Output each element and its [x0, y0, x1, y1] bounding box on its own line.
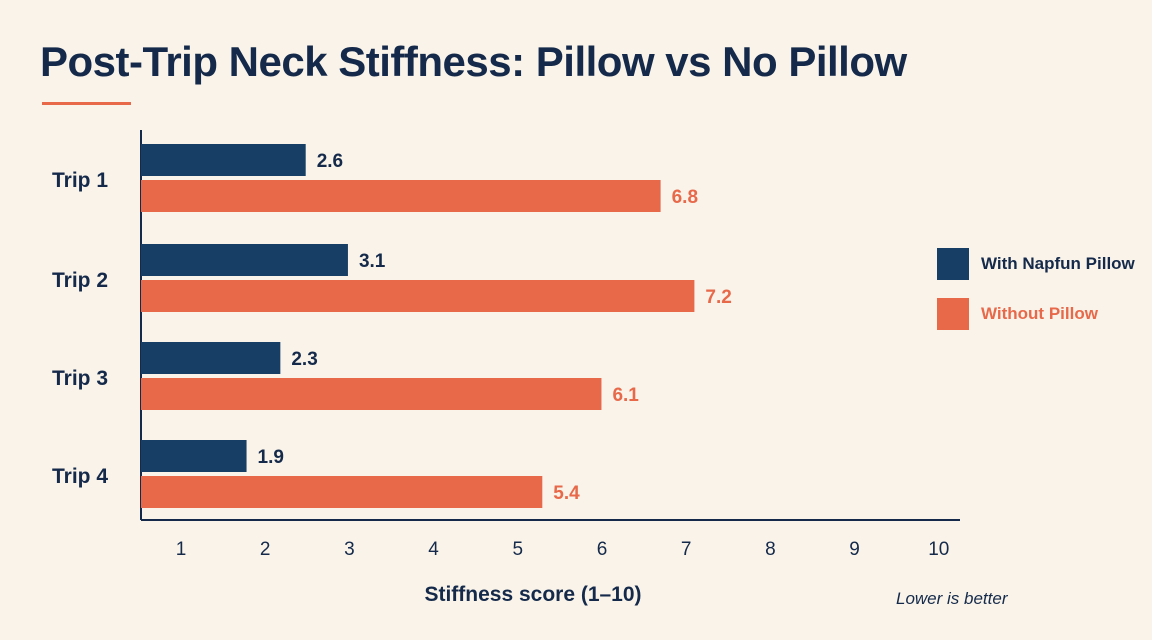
value-label: 6.1 [612, 385, 639, 406]
bar-with-pillow [141, 342, 281, 374]
x-tick-label: 7 [681, 539, 692, 560]
bar-with-pillow [141, 144, 306, 176]
category-label: Trip 4 [52, 465, 108, 488]
legend-label-without: Without Pillow [981, 304, 1098, 323]
category-label: Trip 2 [52, 269, 108, 292]
bar-with-pillow [141, 440, 247, 472]
value-label: 6.8 [672, 187, 698, 208]
x-tick-label: 10 [928, 539, 949, 560]
category-label: Trip 1 [52, 169, 108, 192]
bar-with-pillow [141, 244, 348, 276]
value-label: 5.4 [553, 483, 580, 504]
x-tick-label: 2 [260, 539, 271, 560]
category-label: Trip 3 [52, 367, 108, 390]
footnote-lower-is-better: Lower is better [896, 589, 1008, 608]
legend-item-with: With Napfun Pillow [937, 248, 1135, 280]
bar-without-pillow [141, 280, 695, 312]
legend-label-with: With Napfun Pillow [981, 254, 1135, 273]
x-tick-label: 4 [428, 539, 439, 560]
title-underline [42, 102, 131, 105]
x-tick-label: 1 [176, 539, 187, 560]
bar-without-pillow [141, 378, 602, 410]
x-tick-label: 9 [849, 539, 860, 560]
value-label: 2.3 [291, 349, 317, 370]
x-tick-label: 8 [765, 539, 776, 560]
legend: With Napfun Pillow Without Pillow [937, 248, 1135, 348]
bar-without-pillow [141, 476, 543, 508]
x-tick-label: 5 [513, 539, 524, 560]
value-label: 3.1 [359, 251, 386, 272]
value-label: 2.6 [317, 151, 343, 172]
x-tick-label: 6 [597, 539, 608, 560]
chart-title: Post-Trip Neck Stiffness: Pillow vs No P… [40, 38, 907, 85]
legend-item-without: Without Pillow [937, 298, 1135, 330]
x-tick-label: 3 [344, 539, 355, 560]
value-label: 7.2 [705, 287, 731, 308]
legend-swatch-without [937, 298, 969, 330]
legend-swatch-with [937, 248, 969, 280]
bar-without-pillow [141, 180, 661, 212]
x-axis-title: Stiffness score (1–10) [424, 583, 641, 606]
value-label: 1.9 [258, 447, 284, 468]
